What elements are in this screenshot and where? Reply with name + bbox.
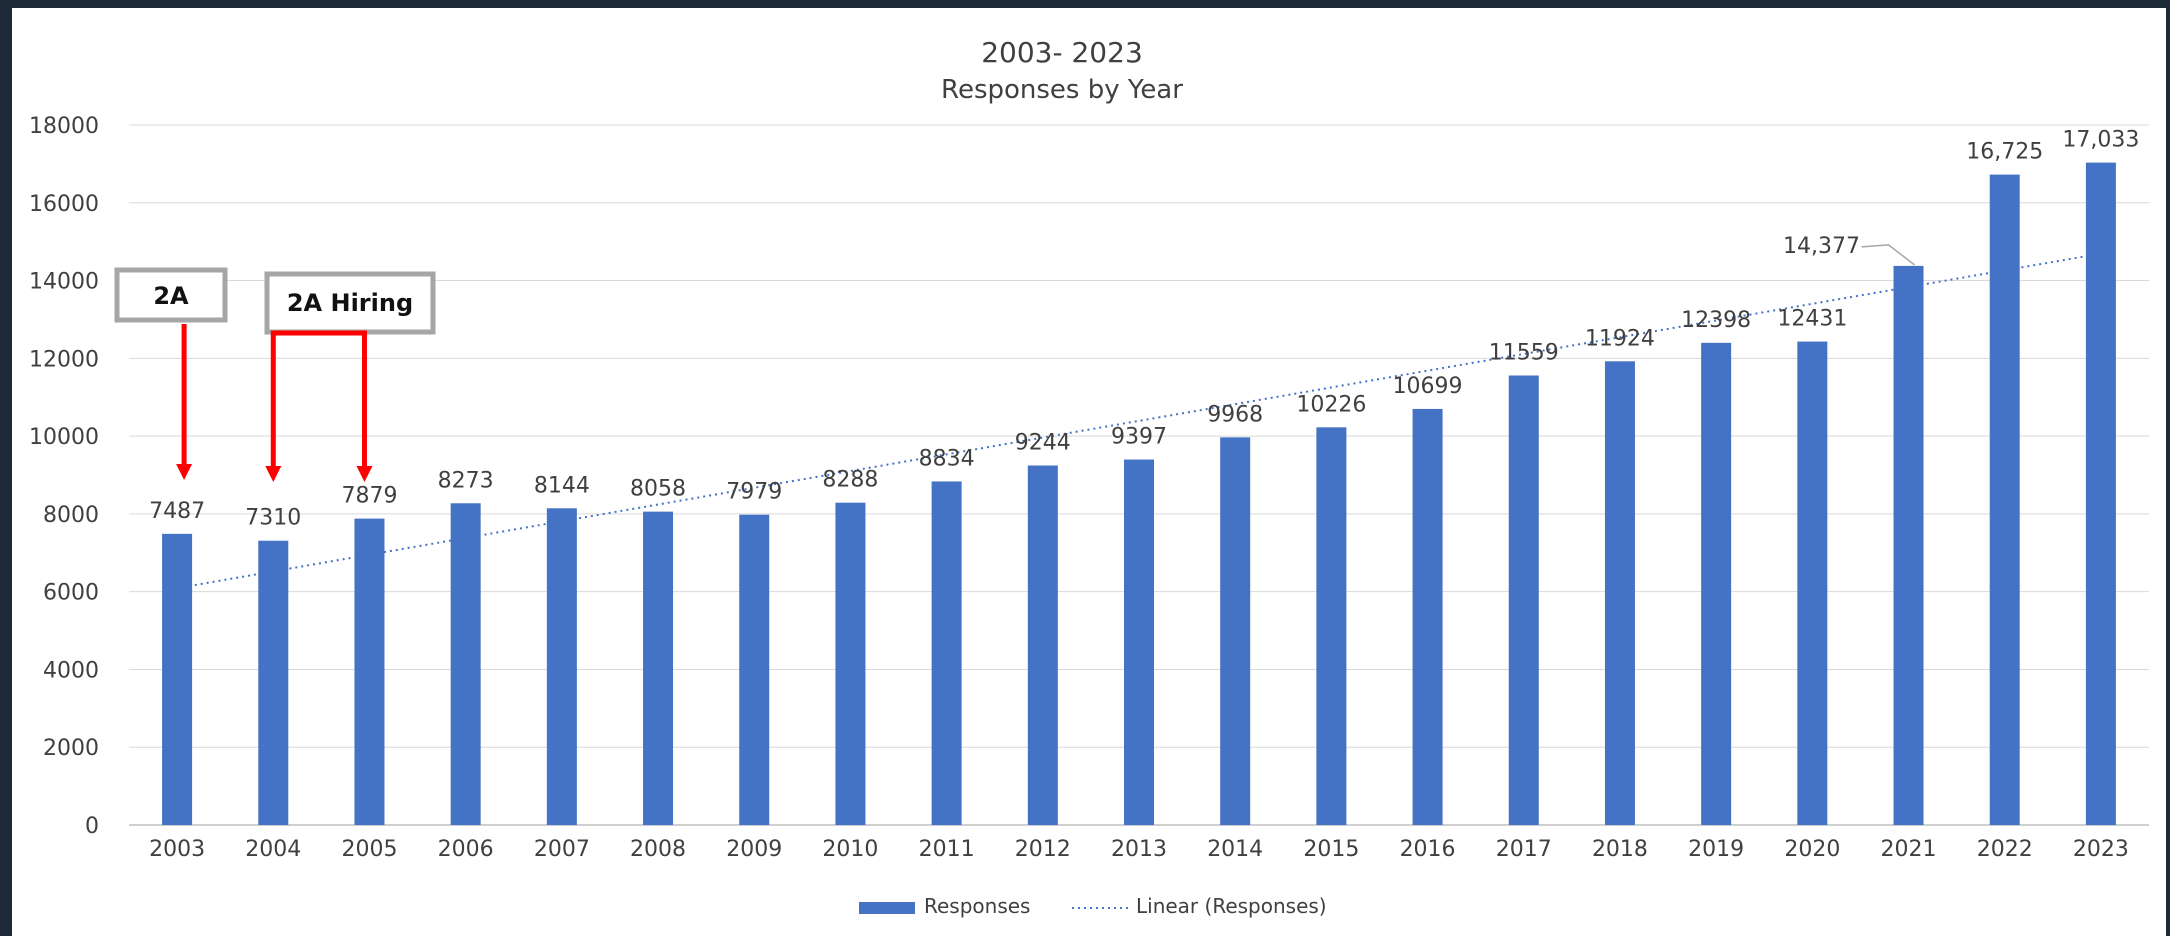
- data-label: 8834: [919, 446, 975, 471]
- x-tick-label: 2003: [149, 837, 205, 862]
- bar-2007: [546, 508, 577, 825]
- legend-label-trendline: Linear (Responses): [1136, 894, 1327, 918]
- data-label: 8273: [438, 468, 494, 493]
- y-tick-label: 2000: [43, 736, 99, 761]
- x-tick-label: 2007: [534, 837, 590, 862]
- bar-2008: [643, 511, 674, 825]
- x-tick-label: 2008: [630, 837, 686, 862]
- annotation-box-2a: [114, 267, 228, 323]
- data-label: 12398: [1681, 308, 1751, 333]
- x-tick-label: 2019: [1688, 837, 1744, 862]
- x-tick-label: 2013: [1111, 837, 1167, 862]
- data-label: 9968: [1207, 402, 1263, 427]
- bar-2011: [931, 481, 962, 825]
- x-tick-label: 2006: [438, 837, 494, 862]
- annotation-label-2a: 2A: [153, 282, 189, 310]
- y-tick-label: 18000: [29, 114, 99, 139]
- x-tick-label: 2010: [822, 837, 878, 862]
- data-label: 16,725: [1966, 140, 2043, 165]
- x-tick-label: 2023: [2073, 837, 2129, 862]
- y-tick-label: 8000: [43, 503, 99, 528]
- x-tick-label: 2005: [341, 837, 397, 862]
- bar-2012: [1027, 465, 1058, 825]
- legend-swatch-responses: [859, 902, 915, 914]
- x-tick-label: 2018: [1592, 837, 1648, 862]
- y-tick-label: 6000: [43, 581, 99, 606]
- x-tick-label: 2009: [726, 837, 782, 862]
- x-tick-label: 2020: [1784, 837, 1840, 862]
- bar-2017: [1508, 375, 1539, 825]
- x-tick-label: 2021: [1881, 837, 1937, 862]
- data-label: 8144: [534, 473, 590, 498]
- annotation-arrow-head: [356, 466, 373, 482]
- data-label: 7979: [726, 480, 782, 505]
- data-label: 10699: [1393, 374, 1463, 399]
- bar-2016: [1412, 408, 1443, 825]
- annotation-arrow-head: [265, 466, 282, 482]
- bar-2020: [1797, 341, 1828, 825]
- data-label: 7310: [245, 506, 301, 531]
- bar-2005: [354, 518, 385, 825]
- annotation-bracket-2a-hiring: [270, 330, 367, 470]
- data-label: 14,377: [1783, 234, 1860, 259]
- x-tick-label: 2014: [1207, 837, 1263, 862]
- data-label: 7879: [341, 484, 397, 509]
- bar-2022: [1989, 174, 2020, 826]
- data-label: 9244: [1015, 431, 1071, 456]
- data-label: 8288: [822, 468, 878, 493]
- data-label: 11924: [1585, 326, 1655, 351]
- chart-title: 2003- 2023: [981, 36, 1143, 69]
- chart-frame: 2003- 2023 Responses by Year 0 2000 4000 60…: [12, 8, 2166, 936]
- bar-2006: [450, 503, 481, 825]
- bar-2018: [1604, 361, 1635, 825]
- y-tick-label: 0: [85, 814, 99, 839]
- y-tick-label: 10000: [29, 425, 99, 450]
- annotation-arrow-head: [176, 464, 193, 480]
- bar-2003: [162, 533, 193, 825]
- bar-2013: [1124, 459, 1154, 825]
- data-label: 8058: [630, 477, 686, 502]
- data-label: 11559: [1489, 340, 1559, 365]
- chart-subtitle: Responses by Year: [941, 75, 1183, 105]
- bar-2015: [1316, 427, 1347, 825]
- data-label: 12431: [1777, 307, 1847, 332]
- bar-2010: [835, 502, 866, 825]
- x-tick-label: 2011: [919, 837, 975, 862]
- bar-2019: [1701, 342, 1732, 825]
- x-tick-label: 2004: [245, 837, 301, 862]
- x-tick-label: 2022: [1977, 837, 2033, 862]
- bar-2023: [2085, 162, 2116, 825]
- legend-label-responses: Responses: [924, 894, 1030, 918]
- x-tick-label: 2015: [1303, 837, 1359, 862]
- leader-line: [1861, 244, 1915, 266]
- data-label: 7487: [149, 499, 205, 524]
- x-tick-label: 2012: [1015, 837, 1071, 862]
- y-tick-label: 12000: [29, 347, 99, 372]
- bar-2014: [1220, 437, 1251, 825]
- data-label: 17,033: [2062, 128, 2139, 153]
- y-tick-label: 16000: [29, 192, 99, 217]
- y-tick-label: 4000: [43, 658, 99, 683]
- bar-2004: [258, 540, 289, 825]
- bar-2009: [739, 514, 770, 825]
- x-tick-label: 2017: [1496, 837, 1552, 862]
- chart-svg: 2003- 2023 Responses by Year 0 2000 4000 60…: [29, 36, 2149, 918]
- annotation-label-2a-hiring: 2A Hiring: [287, 289, 413, 317]
- data-label: 10226: [1296, 392, 1366, 417]
- x-tick-label: 2016: [1400, 837, 1456, 862]
- y-tick-label: 14000: [29, 270, 99, 295]
- data-label: 9397: [1111, 425, 1167, 450]
- trendline: [176, 252, 2102, 590]
- bar-2021: [1893, 265, 1924, 826]
